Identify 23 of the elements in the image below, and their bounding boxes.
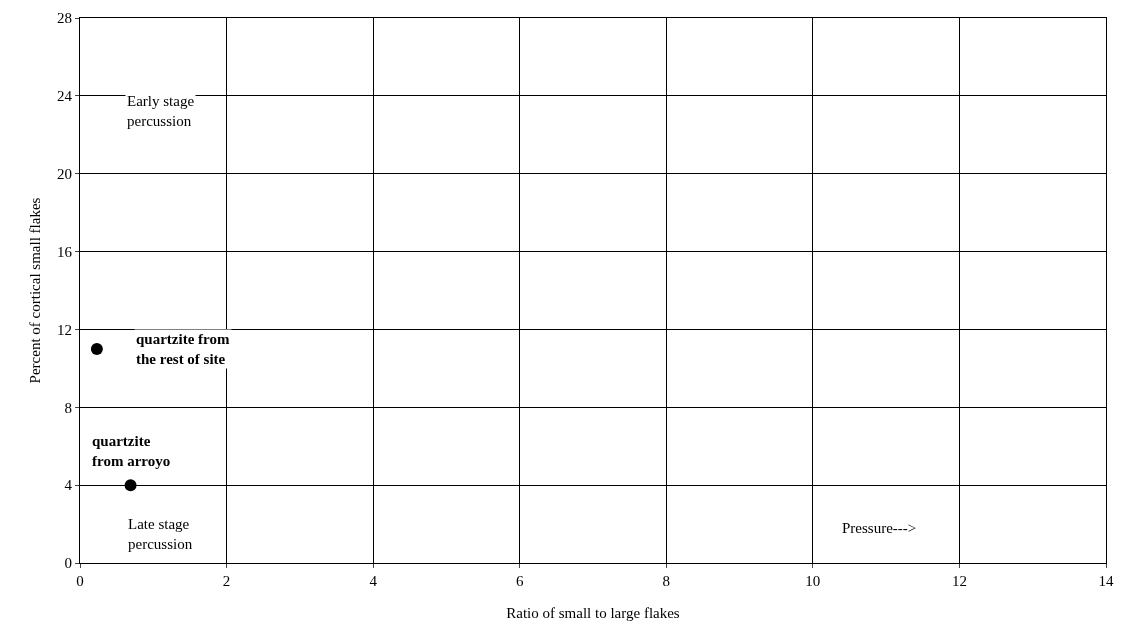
annotation: quartzite from the rest of site	[136, 331, 230, 367]
annotation: quartzite from arroyo	[92, 433, 171, 469]
y-tick-label: 20	[57, 165, 72, 182]
x-tick-label: 8	[662, 573, 671, 589]
x-tick-label: 10	[805, 573, 821, 589]
y-tick-label: 28	[57, 10, 72, 27]
annotation: Early stage percussion	[127, 93, 195, 129]
y-axis-title: Percent of cortical small flakes	[27, 197, 43, 384]
x-axis-title: Ratio of small to large flakes	[506, 605, 680, 621]
y-tick-label: 24	[57, 88, 73, 105]
y-tick-label: 8	[64, 399, 72, 416]
x-tick-label: 0	[76, 573, 84, 589]
y-tick-label: 16	[57, 243, 73, 260]
annotation: Late stage percussion	[128, 516, 193, 552]
y-tick-label: 4	[64, 477, 73, 494]
y-tick-label: 0	[64, 555, 72, 572]
y-tick-label: 12	[57, 321, 72, 338]
x-tick-label: 4	[369, 573, 378, 589]
x-tick-label: 6	[515, 573, 524, 589]
x-tick-label: 2	[222, 573, 231, 589]
x-tick-label: 12	[951, 573, 967, 589]
annotation: Pressure--->	[842, 520, 917, 536]
x-tick-label: 14	[1098, 573, 1114, 589]
